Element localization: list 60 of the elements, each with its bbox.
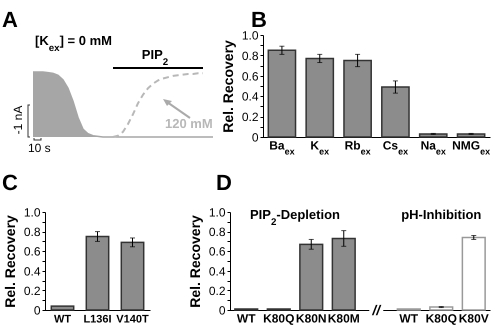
x-tick-label: K80M [328,312,360,326]
bar [86,236,110,311]
y-tick-label: 0 [218,304,226,318]
chart-title: C [2,170,18,195]
annotation: 120 mM [165,116,213,131]
y-tick-label: 1.0 [24,206,41,220]
bar [332,238,356,311]
y-tick-label: 0.4 [242,90,259,104]
x-tick-label: K80Q [426,312,457,326]
bar [50,305,74,311]
x-tick-label: WT [54,314,72,326]
x-tick-label: Ba$_{ex}$ [269,138,295,156]
y-tick-label: 0.8 [208,225,226,240]
y-tick-label: 0.2 [24,284,41,298]
x-tick-label: K80Q [263,312,294,326]
annotation: pH-Inhibition [401,207,482,222]
text: [K$_{ex}$] = 0 mM [35,33,112,54]
y-axis-title: Rel. Recovery [2,214,18,308]
x-tick-label: NMG$_{ex}$ [452,138,490,156]
x-tick-label: Rb$_{ex}$ [344,138,371,156]
y-tick-label: 0.8 [24,225,41,240]
x-tick-label: WT [236,312,256,326]
bar [462,236,486,311]
y-tick-label: 0.4 [208,264,226,278]
bar [343,60,372,138]
x-tick-label: Cs$_{ex}$ [382,138,408,156]
bar [268,50,296,138]
y-axis-title: Rel. Recovery [220,40,236,133]
annotation: PIP$_{2}$-Depletion [250,207,340,228]
y-tick-label: 1.0 [208,206,226,220]
y-axis-title: Rel. Recovery [186,214,203,308]
bar [456,133,486,138]
x-tick-label: K80V [458,312,489,326]
bar [418,133,448,138]
bar [120,242,144,311]
y-tick-label: 0.2 [208,284,226,298]
annotation: // [371,302,382,318]
text: PIP$_{2}$ [142,47,169,68]
y-tick-label: 0.8 [242,48,259,63]
y-tick-label: 0.4 [24,264,41,278]
text: -1 nA [11,106,25,134]
x-tick-label: Na$_{ex}$ [420,138,446,156]
text: 10 s [28,141,51,155]
bar [429,306,454,311]
y-tick-label: 0 [252,130,259,144]
y-tick-label: 0.6 [242,69,259,84]
chart-title: D [216,170,232,195]
y-tick-label: 0.2 [242,110,259,124]
y-tick-label: 0.6 [24,244,41,259]
bar [381,86,410,138]
x-tick-label: K80N [296,312,327,326]
chart-title: A [2,7,18,32]
y-tick-label: 0.6 [208,244,226,259]
x-tick-label: L136I [83,314,112,326]
bar [299,244,324,311]
bar [305,58,334,138]
x-tick-label: V140T [116,314,149,326]
x-tick-label: K$_{ex}$ [310,138,330,156]
x-tick-label: WT [399,312,419,326]
y-tick-label: 0 [34,304,41,318]
